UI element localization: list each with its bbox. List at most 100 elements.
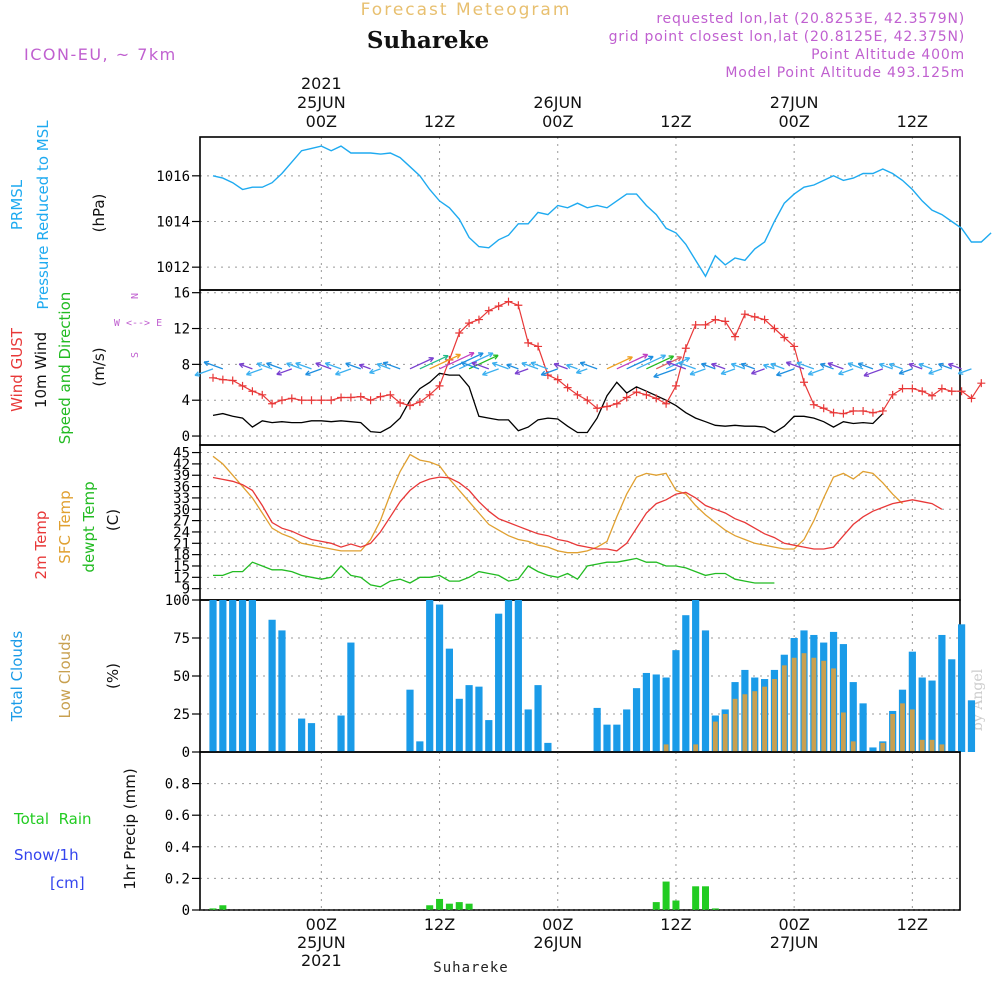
total-cloud-bar	[209, 600, 217, 752]
temp-unit: (C)	[104, 509, 122, 531]
low-cloud-bar	[752, 691, 758, 752]
wind-arrowhead	[957, 369, 964, 375]
gust-marker	[908, 384, 917, 393]
wind-arrowhead	[776, 371, 782, 377]
gust-marker	[376, 392, 385, 401]
gust-marker	[770, 324, 779, 333]
panel-frame	[199, 751, 961, 911]
wind-direction-arrow	[492, 362, 509, 370]
gust-marker	[494, 302, 503, 311]
wind-direction-arrow	[786, 361, 805, 370]
wind-label-10m: 10m Wind	[32, 332, 50, 408]
sfc-temp-line	[212, 453, 903, 554]
gust-marker	[819, 404, 828, 413]
gust-marker	[681, 344, 690, 353]
y-tick-label: 50	[173, 669, 190, 685]
low-cloud-bar	[791, 657, 797, 752]
wind-arrowhead	[256, 362, 263, 368]
top-time-label: 12Z	[897, 112, 928, 131]
wind-arrowhead	[928, 369, 934, 375]
wind-direction-arrow	[482, 368, 499, 376]
wind-direction-arrow	[295, 362, 312, 370]
rain-bar	[711, 908, 719, 910]
wind-direction-arrow	[335, 368, 352, 376]
low-cloud-bar	[880, 742, 886, 752]
rain-bar	[652, 902, 660, 910]
total-cloud-bar	[869, 747, 877, 752]
wind-direction-arrow	[731, 363, 746, 370]
gust-marker	[957, 387, 966, 396]
closest-grid-coords: grid point closest lon,lat (20.8125E, 42…	[609, 29, 965, 45]
precip-labels: Total Rain Snow/1h [cm] 1hr Precip (mm)	[13, 768, 139, 892]
wind-arrowhead	[369, 368, 375, 375]
rain-bar	[219, 905, 227, 910]
temp-labels: 2m Temp SFC Temp dewpt Temp (C)	[32, 481, 122, 579]
low-cloud-bar	[841, 712, 846, 752]
wind-direction-arrow	[908, 363, 923, 370]
wind-direction-arrow	[239, 363, 253, 370]
wind-direction-arrow	[796, 362, 815, 370]
y-tick-label: 8	[182, 357, 190, 373]
wind-direction-arrow	[540, 368, 558, 376]
wind-direction-arrow	[276, 368, 293, 375]
total-cloud-bar	[455, 698, 463, 752]
low-cloud-bar	[900, 703, 905, 752]
y-tick-label: 12	[173, 322, 190, 338]
wind-arrowhead	[908, 362, 915, 369]
pressure-panel: 1012 1014 1016	[156, 136, 992, 291]
total-cloud-bar	[642, 672, 650, 752]
cloud-label-total: Total Clouds	[8, 631, 26, 723]
wind-arrowhead	[376, 362, 383, 369]
wind-arrowhead	[863, 371, 870, 377]
gust-marker	[258, 390, 267, 399]
rain-bar	[426, 905, 434, 910]
gust-marker	[238, 381, 247, 390]
wind-direction-arrow	[858, 362, 874, 370]
gust-marker	[317, 396, 326, 405]
wind-arrowhead	[888, 362, 895, 369]
bottom-time-label: 00Z	[306, 915, 337, 934]
wind-arrowhead	[763, 363, 769, 369]
total-cloud-bar	[416, 741, 424, 752]
gust-marker	[947, 387, 956, 396]
wind-arrowhead	[627, 356, 633, 362]
total-cloud-bar	[918, 677, 926, 752]
gust-marker	[622, 393, 631, 402]
wind-arrowhead	[460, 361, 467, 367]
gust-marker	[829, 408, 838, 417]
y-tick-label: 15	[173, 559, 190, 575]
gust-marker	[465, 319, 474, 328]
total-cloud-bar	[662, 677, 670, 752]
wind-arrowhead	[642, 353, 649, 359]
total-cloud-bar	[435, 604, 444, 752]
wind-direction-arrow	[898, 368, 913, 375]
wind-arrowhead	[493, 354, 499, 360]
low-cloud-bar	[939, 744, 945, 752]
wind-arrowhead	[358, 363, 365, 369]
top-time-label: 26JUN	[533, 93, 582, 112]
y-tick-label: 36	[173, 480, 190, 496]
wind-arrowhead	[827, 361, 834, 368]
wind-direction-arrow	[763, 364, 775, 370]
rain-bar	[445, 903, 453, 910]
gust-marker	[898, 384, 907, 393]
rain-bar	[209, 908, 217, 910]
wind-arrowhead	[238, 362, 245, 369]
wind-direction-arrow	[606, 356, 633, 370]
y-tick-label: 12	[173, 570, 190, 586]
wind-direction-arrow	[863, 368, 884, 377]
gust-marker	[386, 390, 395, 399]
y-tick-label: 4	[182, 393, 190, 409]
wind-direction-arrow	[827, 362, 844, 370]
wind-direction-arrow	[439, 352, 475, 370]
gust-marker	[967, 394, 976, 403]
gust-marker	[297, 396, 306, 405]
low-cloud-bar	[693, 744, 699, 752]
wind-direction-arrow	[678, 362, 696, 370]
wind-direction-arrow	[740, 363, 755, 370]
wind-arrowhead	[203, 360, 210, 367]
top-time-label: 27JUN	[770, 93, 819, 112]
gust-marker	[277, 396, 286, 405]
y-tick-label: 21	[173, 536, 190, 552]
